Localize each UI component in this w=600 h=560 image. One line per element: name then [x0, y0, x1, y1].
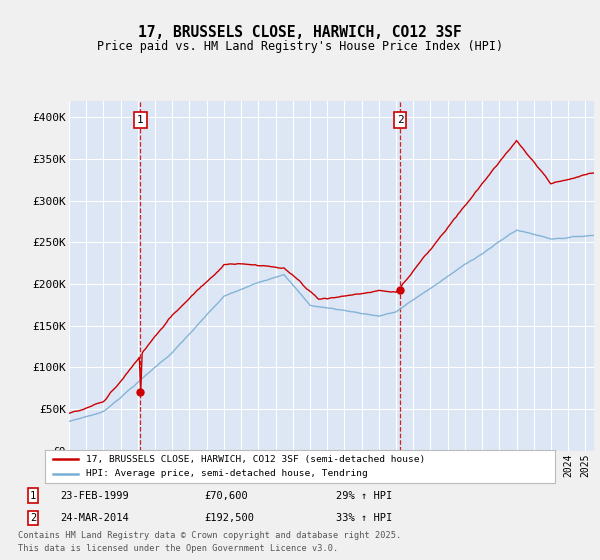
Text: 29% ↑ HPI: 29% ↑ HPI [336, 491, 392, 501]
Text: 17, BRUSSELS CLOSE, HARWICH, CO12 3SF (semi-detached house): 17, BRUSSELS CLOSE, HARWICH, CO12 3SF (s… [86, 455, 425, 464]
Text: Contains HM Land Registry data © Crown copyright and database right 2025.: Contains HM Land Registry data © Crown c… [18, 531, 401, 540]
Text: 1: 1 [137, 115, 143, 125]
Text: HPI: Average price, semi-detached house, Tendring: HPI: Average price, semi-detached house,… [86, 469, 368, 478]
Text: 2: 2 [30, 513, 36, 523]
Text: 23-FEB-1999: 23-FEB-1999 [60, 491, 129, 501]
Text: 24-MAR-2014: 24-MAR-2014 [60, 513, 129, 523]
Text: This data is licensed under the Open Government Licence v3.0.: This data is licensed under the Open Gov… [18, 544, 338, 553]
Text: 33% ↑ HPI: 33% ↑ HPI [336, 513, 392, 523]
Text: 17, BRUSSELS CLOSE, HARWICH, CO12 3SF: 17, BRUSSELS CLOSE, HARWICH, CO12 3SF [138, 25, 462, 40]
Text: Price paid vs. HM Land Registry's House Price Index (HPI): Price paid vs. HM Land Registry's House … [97, 40, 503, 53]
Text: 2: 2 [397, 115, 403, 125]
Text: £192,500: £192,500 [204, 513, 254, 523]
Text: £70,600: £70,600 [204, 491, 248, 501]
Text: 1: 1 [30, 491, 36, 501]
